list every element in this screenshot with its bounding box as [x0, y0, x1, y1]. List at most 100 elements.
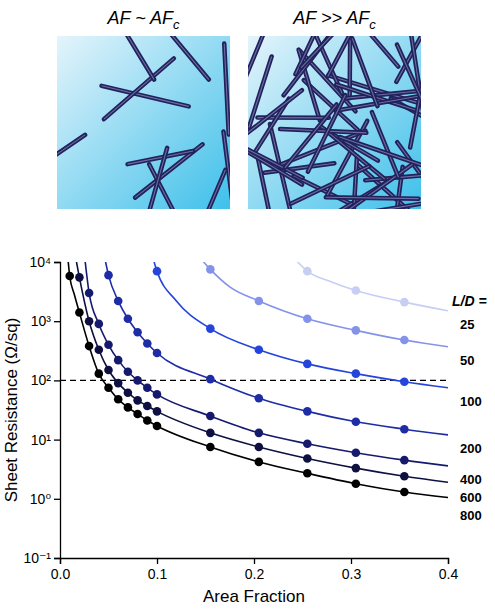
- nanowire-network: [248, 36, 421, 209]
- y-tick-mark: [54, 439, 60, 440]
- x-tick-label: 0.0: [51, 566, 71, 582]
- nanowire-highlight: [142, 148, 167, 209]
- x-tick-label: 0.4: [439, 566, 459, 582]
- fit-line: [76, 262, 448, 482]
- x-tick-label: 0.1: [148, 566, 168, 582]
- plot-area: [60, 262, 448, 498]
- data-point: [255, 458, 264, 467]
- data-point: [153, 407, 162, 416]
- data-point: [352, 369, 361, 378]
- nanowire: [352, 38, 377, 106]
- data-point: [75, 273, 84, 282]
- nanowire: [197, 170, 226, 209]
- panel-label-subscript: c: [369, 17, 376, 32]
- nanowire-highlight: [358, 165, 421, 209]
- nanowire-highlight: [57, 135, 85, 173]
- fit-line: [298, 262, 448, 311]
- nanowire-highlight: [280, 129, 366, 133]
- data-point: [352, 326, 361, 335]
- x-tick-label: 0.2: [245, 566, 265, 582]
- series: [75, 262, 448, 482]
- series: [104, 262, 448, 435]
- data-point: [114, 379, 123, 388]
- y-tick: 10⁰: [30, 491, 60, 507]
- y-axis-line: [54, 263, 61, 559]
- nanowire: [340, 137, 421, 167]
- x-tick: 0.1: [148, 558, 168, 582]
- data-point: [400, 336, 409, 345]
- data-point: [206, 429, 215, 438]
- data-point: [352, 464, 361, 473]
- data-point: [85, 342, 94, 351]
- x-axis-title: Area Fraction: [203, 587, 305, 606]
- fit-line: [106, 262, 448, 435]
- data-point: [400, 425, 409, 434]
- data-point: [206, 375, 215, 384]
- data-point: [95, 345, 104, 354]
- fit-line: [204, 262, 448, 347]
- data-point: [114, 356, 123, 365]
- x-tick: 0.4: [439, 558, 459, 582]
- series-label: 50: [460, 353, 474, 368]
- data-point: [255, 394, 264, 403]
- nanowire: [352, 156, 357, 209]
- data-point: [352, 417, 361, 426]
- y-tick: 10¹: [31, 432, 60, 448]
- data-point: [153, 422, 162, 431]
- y-tick-mark: [54, 262, 60, 263]
- schematic-panel: AF ~ AFc: [30, 8, 236, 238]
- nanowire: [224, 44, 229, 135]
- y-tick-mark: [54, 321, 60, 322]
- data-point: [352, 286, 361, 295]
- data-point: [303, 267, 312, 276]
- nanowire-highlight: [104, 58, 174, 119]
- data-point: [124, 403, 133, 412]
- data-point: [133, 376, 142, 385]
- data-point: [303, 407, 312, 416]
- series: [204, 262, 448, 347]
- data-point: [255, 297, 264, 306]
- y-tick: 10²: [31, 372, 60, 388]
- fit-line: [85, 262, 448, 466]
- fit-line: [68, 262, 448, 498]
- data-point: [104, 271, 113, 280]
- data-point: [400, 472, 409, 481]
- data-point: [303, 469, 312, 478]
- nanowire-highlight: [165, 36, 208, 80]
- data-point: [303, 454, 312, 463]
- x-tick-label: 0.3: [342, 566, 362, 582]
- nanowire: [104, 58, 174, 119]
- data-point: [124, 314, 133, 323]
- data-point: [352, 479, 361, 488]
- nanowire: [128, 151, 194, 164]
- y-tick-mark: [54, 499, 60, 500]
- nanowire-highlight: [397, 45, 421, 109]
- nanowire: [165, 36, 208, 80]
- data-point: [400, 298, 409, 307]
- y-tick-label: 10⁰: [30, 491, 52, 507]
- data-point: [133, 410, 142, 419]
- x-tick: 0.0: [51, 558, 71, 582]
- nanowire-highlight: [352, 156, 357, 209]
- nanowire: [248, 90, 302, 145]
- nanowire-highlight: [102, 86, 189, 107]
- y-tick-label: 10⁴: [29, 254, 51, 270]
- nanowire-highlight: [326, 197, 419, 198]
- data-point: [133, 328, 142, 337]
- nanowire-highlight: [197, 170, 226, 209]
- x-tick-mark: [254, 558, 255, 564]
- data-point: [85, 289, 94, 298]
- series-label: 25: [460, 317, 474, 332]
- nanowire-highlight: [352, 38, 377, 106]
- y-tick: 10⁻¹: [23, 550, 60, 566]
- series-label: 100: [460, 394, 482, 409]
- nanowire-highlight: [301, 36, 346, 68]
- figure: AF ~ AFcAF >> AFc0.00.10.20.30.410⁻¹10⁰1…: [0, 0, 495, 614]
- nanowire-highlight: [340, 137, 421, 167]
- nanowire: [248, 36, 270, 80]
- nanowire-highlight: [224, 44, 229, 135]
- panel-label: AF ~ AFc: [106, 8, 180, 32]
- data-point: [400, 456, 409, 465]
- x-axis-line: [61, 559, 449, 565]
- y-tick-label: 10³: [31, 313, 52, 329]
